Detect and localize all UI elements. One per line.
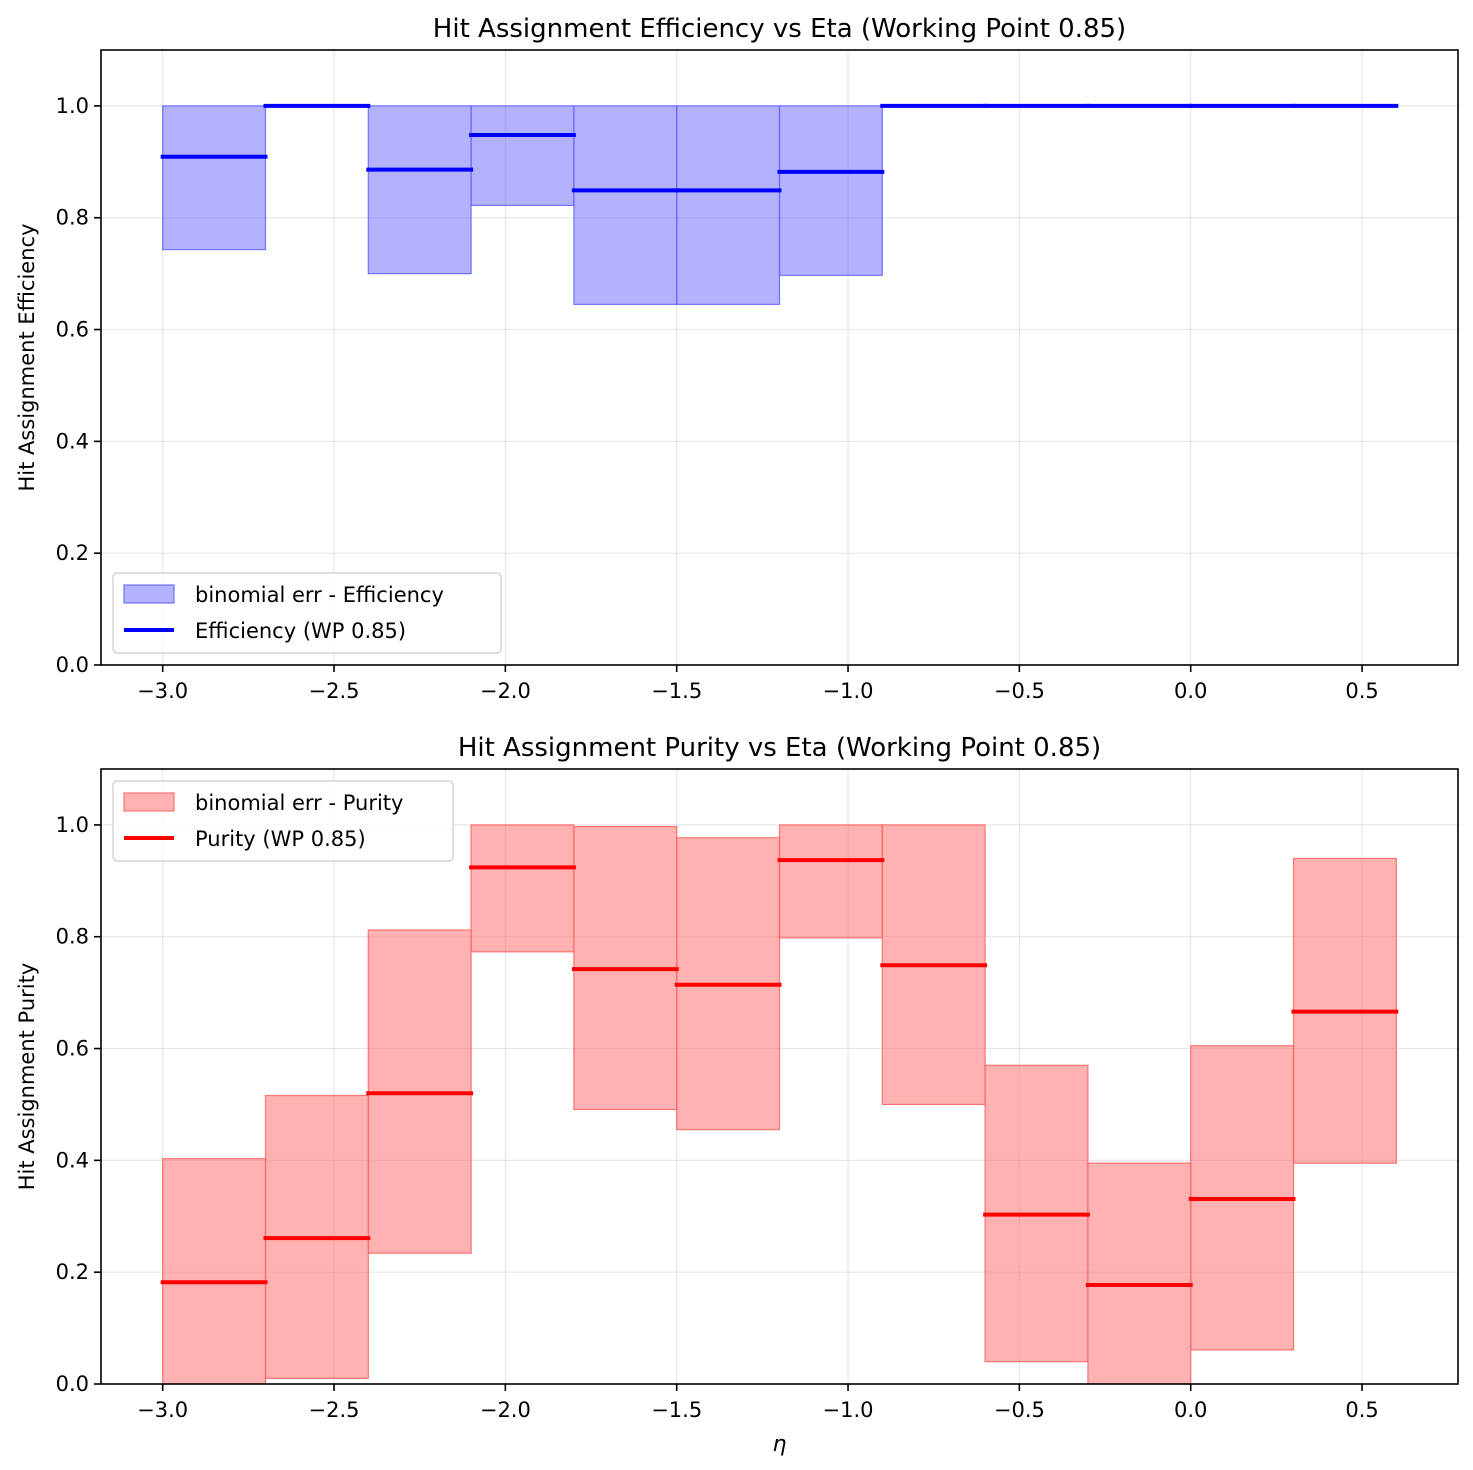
x-tick-label: −1.0 [823, 1398, 874, 1422]
x-tick-label: −2.0 [480, 679, 531, 703]
x-tick-label: −2.0 [480, 1398, 531, 1422]
error-band-3 [470, 105, 575, 207]
legend-box [112, 780, 454, 862]
error-band-2 [367, 105, 472, 275]
y-tick-label: 0.2 [56, 1260, 89, 1284]
x-tick-label: −2.5 [309, 679, 360, 703]
legend-label-band: binomial err - Efficiency [195, 583, 444, 607]
error-bands [162, 105, 883, 305]
value-steps [160, 103, 1399, 193]
x-tick-label: −1.0 [823, 679, 874, 703]
y-tick-label: 0.8 [56, 206, 89, 230]
value-steps [160, 858, 1399, 1288]
error-bands [162, 824, 1397, 1385]
error-band-6 [778, 824, 883, 939]
x-ticks: −3.0 −2.5 −2.0 −1.5 −1.0 −0.5 0.0 0.5 [137, 665, 1379, 703]
error-band-4 [573, 105, 678, 305]
x-tick-label: 0.5 [1345, 679, 1378, 703]
x-tick-label: −0.5 [994, 1398, 1045, 1422]
y-tick-label: 0.6 [56, 318, 89, 342]
chart-0: −3.0 −2.5 −2.0 −1.5 −1.0 −0.5 0.0 0.50.00.20.40… [15, 14, 1459, 703]
x-tick-label: 0.5 [1345, 1398, 1378, 1422]
error-band-0 [162, 1158, 267, 1385]
y-tick-label: 0.0 [56, 653, 89, 677]
y-tick-label: 0.6 [56, 1037, 89, 1061]
x-tick-label: −0.5 [994, 679, 1045, 703]
legend-label-line: Efficiency (WP 0.85) [195, 619, 406, 643]
x-tick-label: −3.0 [137, 679, 188, 703]
y-tick-label: 0.2 [56, 541, 89, 565]
x-axis-label: η [773, 1432, 787, 1457]
y-tick-label: 0.8 [56, 925, 89, 949]
y-tick-label: 0.0 [56, 1372, 89, 1396]
y-tick-label: 0.4 [56, 429, 89, 453]
legend-swatch-band [123, 792, 175, 812]
y-ticks: 0.0 0.2 0.4 0.6 0.8 1.0 [56, 94, 101, 677]
error-band-3 [470, 824, 575, 953]
x-ticks: −3.0 −2.5 −2.0 −1.5 −1.0 −0.5 0.0 0.5 [137, 1384, 1379, 1422]
y-ticks: 0.0 0.2 0.4 0.6 0.8 1.0 [56, 813, 101, 1396]
error-band-0 [162, 105, 267, 251]
x-tick-label: −1.5 [651, 1398, 702, 1422]
legend: binomial err - Purity Purity (WP 0.85) [112, 780, 454, 862]
y-tick-label: 1.0 [56, 94, 89, 118]
y-axis-label: Hit Assignment Purity [15, 963, 39, 1191]
legend-swatch-band [123, 584, 175, 604]
y-tick-label: 0.4 [56, 1148, 89, 1172]
x-tick-label: −2.5 [309, 1398, 360, 1422]
legend-label-band: binomial err - Purity [195, 791, 403, 815]
axes-frame [100, 49, 1459, 666]
legend-label-line: Purity (WP 0.85) [195, 827, 366, 851]
x-tick-label: 0.0 [1174, 679, 1207, 703]
y-tick-label: 1.0 [56, 813, 89, 837]
axes-frame [100, 768, 1459, 1385]
chart-title: Hit Assignment Purity vs Eta (Working Po… [458, 733, 1101, 763]
legend-box [112, 572, 502, 654]
x-tick-label: −1.5 [651, 679, 702, 703]
legend: binomial err - Efficiency Efficiency (WP … [112, 572, 502, 654]
error-band-9 [1087, 1162, 1192, 1385]
error-band-5 [676, 105, 781, 305]
error-band-6 [778, 105, 883, 276]
x-tick-label: −3.0 [137, 1398, 188, 1422]
x-tick-label: 0.0 [1174, 1398, 1207, 1422]
y-axis-label: Hit Assignment Efficiency [15, 223, 39, 491]
chart-1: −3.0 −2.5 −2.0 −1.5 −1.0 −0.5 0.0 0.50.00.20.40… [15, 733, 1459, 1457]
chart-title: Hit Assignment Efficiency vs Eta (Workin… [433, 14, 1126, 44]
